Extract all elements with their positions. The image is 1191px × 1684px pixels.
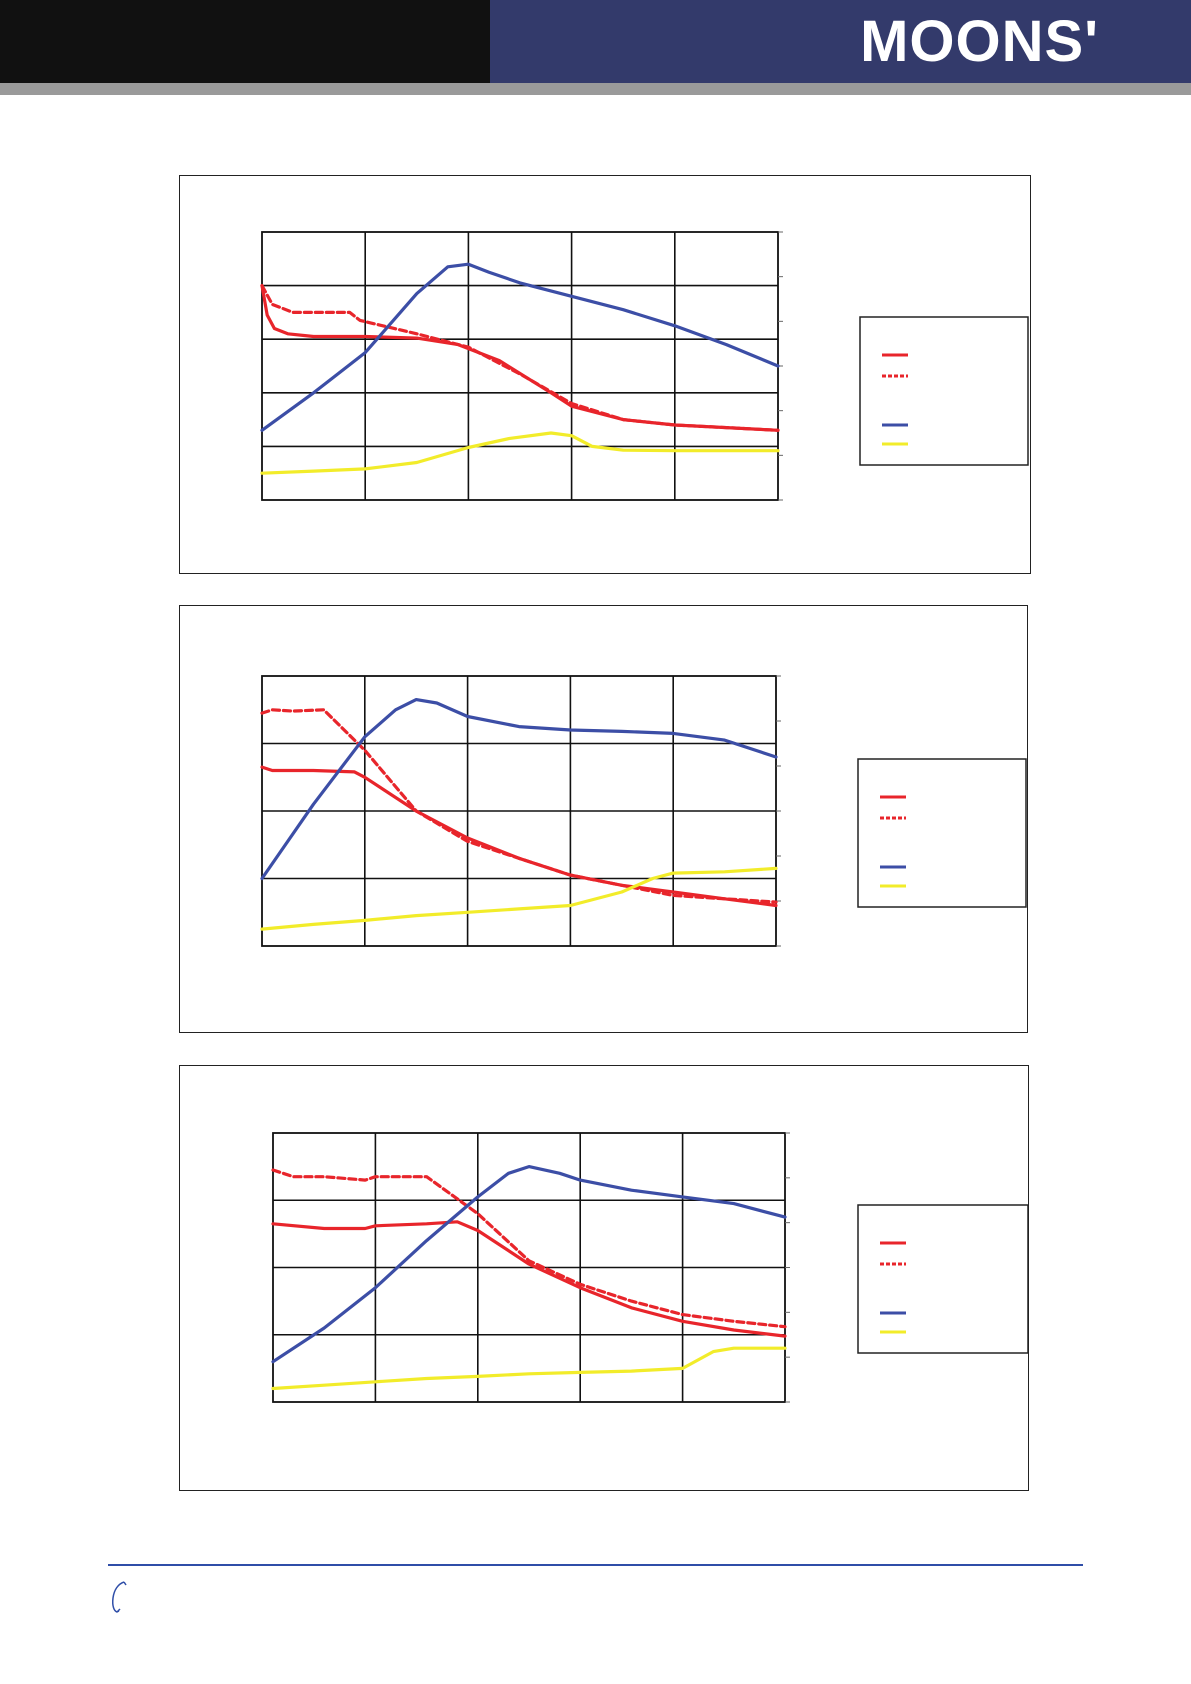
plot-frame (261, 231, 779, 501)
series-line-3 (260, 698, 778, 881)
header-gray-bar (0, 83, 1191, 95)
series-line-4 (271, 1346, 787, 1391)
legend-box (857, 1204, 1029, 1354)
series-line-1 (260, 765, 778, 908)
series-line-4 (260, 866, 778, 931)
series-line-2 (260, 284, 780, 432)
series-line-4 (260, 431, 780, 475)
series-line-2 (271, 1168, 787, 1329)
series-line-2 (260, 708, 778, 904)
series-line-3 (271, 1165, 787, 1364)
brand-logo: MOONS' (860, 9, 1099, 74)
header-dark-band (0, 0, 490, 83)
header-blue-band (490, 0, 1191, 83)
phone-icon (112, 1581, 127, 1613)
series-line-3 (260, 262, 780, 432)
footer-divider (108, 1564, 1083, 1566)
legend-box (857, 758, 1027, 908)
series-line-1 (271, 1220, 787, 1338)
legend-box (859, 316, 1029, 466)
series-line-1 (260, 284, 780, 432)
